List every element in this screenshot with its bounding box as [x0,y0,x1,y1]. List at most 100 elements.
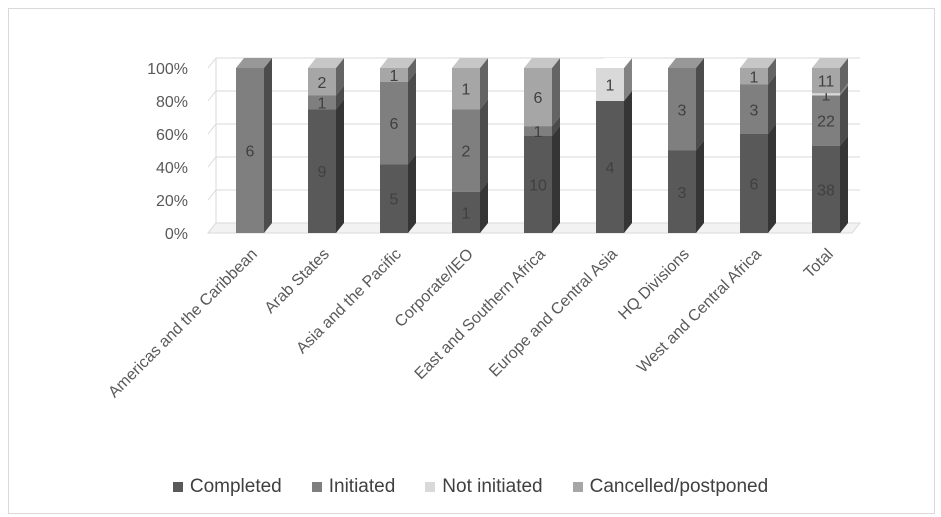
bar-top [668,58,704,68]
data-label: 6 [534,90,543,107]
data-label: 1 [390,68,399,85]
bar-front [524,68,552,127]
legend-item: Initiated [311,476,396,498]
data-label: 5 [390,192,399,209]
data-label: 9 [318,164,327,181]
data-label: 1 [606,78,615,95]
data-label: 1 [534,124,543,141]
bar-side [840,58,848,94]
data-label: 3 [678,102,687,119]
bar-segment-cancelled-postponed: 1 [740,58,776,86]
bar-segment-completed: 9 [308,99,344,233]
bar-front [740,68,768,85]
bar-segment-initiated: 2 [452,99,488,192]
bar-front [740,84,768,134]
legend-swatch [572,482,583,492]
bar-segment-initiated: 6 [380,71,416,165]
grid-depth-line [207,90,217,102]
bar-front [452,109,480,192]
bar-front [236,68,264,233]
data-label: 1 [462,205,471,222]
data-label: 38 [817,182,835,199]
chart-legend: Completed Initiated Not initiated Cancelled… [0,476,941,498]
bar-front [812,145,840,233]
bar-segment-completed: 6 [740,124,776,233]
bar-side [768,74,776,134]
legend-label: Cancelled/postponed [589,476,769,497]
bar-front [380,68,408,82]
bar-front [308,95,336,110]
data-label: 2 [462,144,471,161]
bar-side [480,181,488,233]
bar-front [524,135,552,233]
bar-segment-cancelled-postponed: 6 [524,58,560,127]
chart-frame [8,8,935,514]
bar-segment-cancelled-postponed: 2 [308,58,344,96]
bar-front [668,150,696,233]
bar-top [452,58,488,68]
data-label: 4 [606,160,615,177]
grid-depth-line [207,189,217,201]
data-label: 3 [750,102,759,119]
legend-item: Not initiated [425,476,543,498]
data-label: 1 [462,82,471,99]
y-tick-label: 0% [165,226,188,243]
grid-depth-line [207,57,217,69]
bar-front [812,93,840,96]
bar-segment-not-initiated: 1 [596,58,632,101]
data-label: 6 [246,144,255,161]
bar-segment-initiated: 6 [236,58,272,233]
legend-swatch [172,482,183,492]
bar-side [768,58,776,85]
bar-top [740,58,776,68]
bar-front [596,101,624,233]
bar-segment-completed: 5 [380,154,416,233]
data-label: 10 [529,177,547,194]
legend-label: Completed [189,476,282,497]
bar-segment-cancelled-postponed: 1 [380,58,416,85]
category-label: HQ Divisions [615,246,692,323]
y-tick-label: 80% [156,94,188,111]
bar-side [552,116,560,136]
bar-front [596,68,624,101]
legend-label: Not initiated [442,476,543,497]
y-tick-label: 40% [156,160,188,177]
bar-side [840,135,848,233]
bar-top [308,58,344,68]
bar-front [668,68,696,151]
bar-top [380,58,416,68]
bar-side [696,58,704,151]
bar-side [840,83,848,96]
bar-side [768,124,776,233]
data-label: 3 [678,185,687,202]
bar-side [552,58,560,127]
data-label: 6 [750,177,759,194]
bar-front [380,81,408,165]
category-label: East and Southern Africa [412,246,549,383]
stacked-bar-chart: 0% 20% 40% 60% 80% 100% 6 Americas and the Cari… [105,57,862,401]
bar-top [812,58,848,68]
legend-label: Initiated [328,476,396,497]
bar-side [336,99,344,233]
bar-segment-cancelled-postponed: 11 [812,58,848,94]
legend-swatch [425,482,436,492]
data-label: 11 [818,74,835,91]
grid-depth-line [207,123,217,135]
bar-side [624,91,632,233]
bar-front [380,164,408,233]
data-label: 22 [817,114,835,131]
bar-front [308,109,336,233]
category-label: Arab States [262,246,333,317]
bar-segment-completed: 38 [812,135,848,233]
bar-segment-cancelled-postponed: 1 [452,58,488,110]
data-label: 2 [318,75,327,92]
legend-item: Completed [172,476,282,498]
bar-segment-completed: 3 [668,140,704,233]
y-tick-label: 60% [156,127,188,144]
bar-segment-completed: 10 [524,125,560,233]
bar-side [624,58,632,101]
category-label: Europe and Central Asia [486,246,621,381]
bar-front [740,134,768,233]
bar-side [552,125,560,233]
bar-front [812,68,840,94]
